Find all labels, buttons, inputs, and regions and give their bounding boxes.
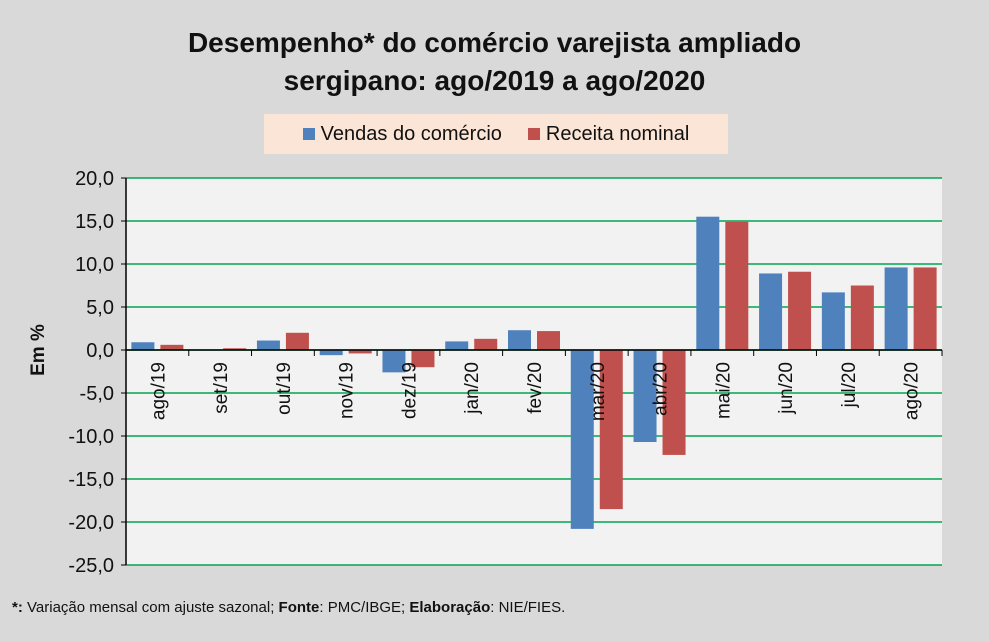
x-tick-label: ago/20 xyxy=(902,362,923,420)
legend-swatch-receita xyxy=(527,128,540,140)
legend: Vendas do comércio Receita nominal xyxy=(264,114,728,154)
bar-vendas-fev-20 xyxy=(508,330,531,350)
bar-vendas-mar-20 xyxy=(570,350,594,529)
bar-receita-nov-19 xyxy=(348,350,372,354)
x-tick-label: mar/20 xyxy=(588,362,609,421)
bar-vendas-dez-19 xyxy=(382,350,406,373)
bar-vendas-nov-19 xyxy=(319,350,343,356)
footnote-elab-label: Elaboração xyxy=(409,599,491,616)
bar-receita-jan-20 xyxy=(474,338,498,350)
y-tick-label: -5,0 xyxy=(80,383,114,405)
y-tick-label: -10,0 xyxy=(68,426,114,448)
bar-vendas-mai-20 xyxy=(696,216,720,350)
footnote-elab-text: : NIE/FIES. xyxy=(490,599,566,616)
x-tick-label: ago/19 xyxy=(148,362,169,420)
legend-item-vendas: Vendas do comércio xyxy=(302,122,502,146)
y-tick-label: 15,0 xyxy=(75,211,114,233)
footnote-fonte-label: Fonte xyxy=(278,599,320,616)
x-tick-label: set/19 xyxy=(211,362,232,414)
x-tick-label: fev/20 xyxy=(525,362,546,414)
y-tick-label: -25,0 xyxy=(68,555,114,577)
y-tick-label: 10,0 xyxy=(75,254,114,276)
plot-area xyxy=(126,178,942,565)
y-tick-label: -15,0 xyxy=(68,469,114,491)
bar-vendas-out-19 xyxy=(256,340,280,350)
bar-vendas-jul-20 xyxy=(821,292,845,350)
chart-title-line-1: Desempenho* do comércio varejista amplia… xyxy=(187,27,802,58)
y-tick-label: 0,0 xyxy=(86,340,114,362)
y-axis-label: Em % xyxy=(28,324,49,376)
bar-receita-mai-20 xyxy=(725,221,749,350)
y-tick-label: 5,0 xyxy=(86,297,114,319)
bar-receita-ago-20 xyxy=(913,267,937,350)
x-tick-label: dez/19 xyxy=(399,362,420,419)
bar-receita-abr-20 xyxy=(662,350,686,455)
bar-receita-fev-20 xyxy=(537,331,560,350)
bar-vendas-ago-19 xyxy=(131,342,155,350)
x-tick-label: abr/20 xyxy=(651,362,672,416)
bar-receita-dez-19 xyxy=(411,350,435,368)
y-tick-label: 20,0 xyxy=(75,168,114,190)
bar-receita-ago-19 xyxy=(160,344,184,350)
legend-label-receita: Receita nominal xyxy=(545,122,690,145)
bar-receita-jul-20 xyxy=(850,285,874,350)
bar-vendas-abr-20 xyxy=(633,350,657,443)
legend-item-receita: Receita nominal xyxy=(527,122,690,146)
bar-vendas-jun-20 xyxy=(759,273,783,350)
bar-receita-out-19 xyxy=(285,332,309,350)
footnote: *: Variação mensal com ajuste sazonal; F… xyxy=(12,599,565,616)
bar-vendas-jan-20 xyxy=(445,341,469,350)
legend-label-vendas: Vendas do comércio xyxy=(320,122,502,145)
bar-receita-mar-20 xyxy=(599,350,623,510)
x-tick-label: out/19 xyxy=(274,362,295,415)
x-tick-label: jan/20 xyxy=(462,362,483,415)
footnote-fonte-text: : PMC/IBGE; xyxy=(319,599,410,616)
x-tick-label: jun/20 xyxy=(776,362,797,415)
bar-receita-jun-20 xyxy=(788,271,812,350)
footnote-star-text: Variação mensal com ajuste sazonal; xyxy=(22,599,279,616)
y-tick-label: -20,0 xyxy=(68,512,114,534)
x-tick-label: nov/19 xyxy=(337,362,358,419)
bar-vendas-ago-20 xyxy=(884,267,908,350)
x-tick-label: mai/20 xyxy=(713,362,734,419)
footnote-star: *: xyxy=(12,599,23,616)
bar-receita-set-19 xyxy=(223,348,247,350)
x-tick-label: jul/20 xyxy=(839,362,860,408)
chart-title: Desempenho* do comércio varejista amplia… xyxy=(0,24,989,100)
chart-title-line-2: sergipano: ago/2019 a ago/2020 xyxy=(283,65,706,96)
legend-swatch-vendas xyxy=(302,128,315,140)
